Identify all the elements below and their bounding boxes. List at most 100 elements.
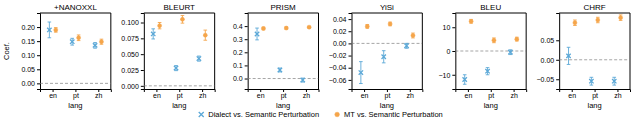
x-tick-label: zh xyxy=(407,92,415,99)
series xyxy=(47,22,97,48)
point xyxy=(515,37,519,41)
error-bar-cap xyxy=(463,84,467,85)
error-bar-cap xyxy=(596,22,600,23)
x-tick-label: en xyxy=(257,92,265,99)
point-group xyxy=(612,79,616,83)
legend: Dialect vs. Semantic PerturbationMT vs. … xyxy=(199,110,443,119)
y-tick-mark xyxy=(452,51,455,52)
y-tick: 0.15 xyxy=(21,38,40,45)
x-axis-title: lang xyxy=(380,101,394,110)
error-bar xyxy=(619,15,623,20)
x-tick-label: pt xyxy=(177,92,183,100)
error-bar xyxy=(567,47,571,64)
y-tick-label: 10 xyxy=(443,24,451,31)
error-bar xyxy=(203,30,207,40)
error-bar-cap xyxy=(93,48,97,49)
error-bar-cap xyxy=(174,65,178,66)
error-bar-cap xyxy=(151,28,155,29)
point-group xyxy=(77,36,81,40)
y-tick: 0.025 xyxy=(121,67,144,74)
point-group xyxy=(278,68,282,72)
series xyxy=(566,47,616,85)
point-group xyxy=(404,44,408,48)
point xyxy=(411,33,415,37)
y-axis-line xyxy=(556,14,560,90)
x-tick: pt xyxy=(488,89,494,100)
x-tick-label: en xyxy=(568,92,576,99)
point-group xyxy=(151,32,155,36)
error-bar-cap xyxy=(93,42,97,43)
point xyxy=(596,18,600,22)
y-tick-mark xyxy=(37,69,40,70)
point-group xyxy=(158,24,162,28)
title: +NANOXXL xyxy=(54,3,97,12)
legend-symbol-group xyxy=(335,112,340,117)
y-tick-label: −10 xyxy=(438,71,450,78)
y-axis: −0.06−0.04−0.020.000.020.04 xyxy=(329,14,352,90)
y-tick-label: 0.100 xyxy=(121,19,139,26)
y-tick-label: 0.00 xyxy=(541,57,555,64)
y-tick: −0.04 xyxy=(329,64,352,71)
y-tick-label: 0.075 xyxy=(121,35,139,42)
y-axis-line xyxy=(245,14,249,90)
legend-label: MT vs. Semantic Perturbation xyxy=(344,110,443,119)
frame xyxy=(455,13,526,14)
x-axis: enptzh xyxy=(352,89,423,100)
y-tick: 0 xyxy=(446,48,455,55)
y-tick-mark xyxy=(556,79,559,80)
y-tick: 0.10 xyxy=(21,52,40,59)
point xyxy=(365,24,369,28)
y-axis: 0.0000.0250.0500.0750.100 xyxy=(121,14,144,90)
y-axis: −0.050.000.05 xyxy=(536,14,559,90)
x-tick-label: zh xyxy=(199,92,207,99)
marks xyxy=(352,22,423,84)
point-group xyxy=(382,55,386,59)
y-tick-mark xyxy=(245,26,248,27)
y-tick-label: −0.02 xyxy=(329,52,347,59)
y-axis: −10 0 10 xyxy=(438,14,455,90)
y-tick: 0.100 xyxy=(121,19,144,26)
y-tick-mark xyxy=(452,75,455,76)
y-axis-line xyxy=(37,14,41,90)
y-tick-label: 0.050 xyxy=(121,51,139,58)
point-group xyxy=(47,28,51,32)
x-tick: pt xyxy=(177,89,183,100)
error-bar xyxy=(197,56,201,61)
frame xyxy=(110,13,111,89)
y-tick: 0.05 xyxy=(21,66,40,73)
y-tick-mark xyxy=(141,70,144,71)
error-bar xyxy=(612,77,616,85)
reference-line xyxy=(559,59,630,60)
y-tick-mark xyxy=(349,56,352,57)
point xyxy=(508,50,512,54)
y-tick: 0.1 xyxy=(233,62,248,69)
frame xyxy=(248,13,319,14)
point-group xyxy=(469,19,473,23)
x-tick: pt xyxy=(281,89,287,100)
x-tick: zh xyxy=(303,89,311,99)
point-group xyxy=(261,26,265,30)
error-bar xyxy=(284,27,288,29)
point-group xyxy=(54,28,58,32)
frame xyxy=(630,13,631,89)
error-bar-cap xyxy=(77,40,81,41)
y-tick-label: 0 xyxy=(446,48,450,55)
error-bar xyxy=(158,23,162,29)
error-bar-cap xyxy=(573,20,577,21)
y-tick-mark xyxy=(141,86,144,87)
error-bar-cap xyxy=(590,77,594,78)
point xyxy=(382,55,386,59)
y-tick-mark xyxy=(556,60,559,61)
series xyxy=(469,19,519,42)
x-axis: enptzh xyxy=(560,89,631,100)
legend-symbol xyxy=(199,112,204,117)
error-bar xyxy=(174,66,178,71)
y-tick-label: 0.1 xyxy=(233,62,243,69)
x-axis-title: lang xyxy=(587,101,601,110)
error-bar-cap xyxy=(70,45,74,46)
y-tick: 0.20 xyxy=(21,24,40,31)
point xyxy=(174,66,178,70)
x-tick-label: pt xyxy=(488,92,494,100)
title: BLEURT xyxy=(164,3,196,12)
point-group xyxy=(70,40,74,44)
